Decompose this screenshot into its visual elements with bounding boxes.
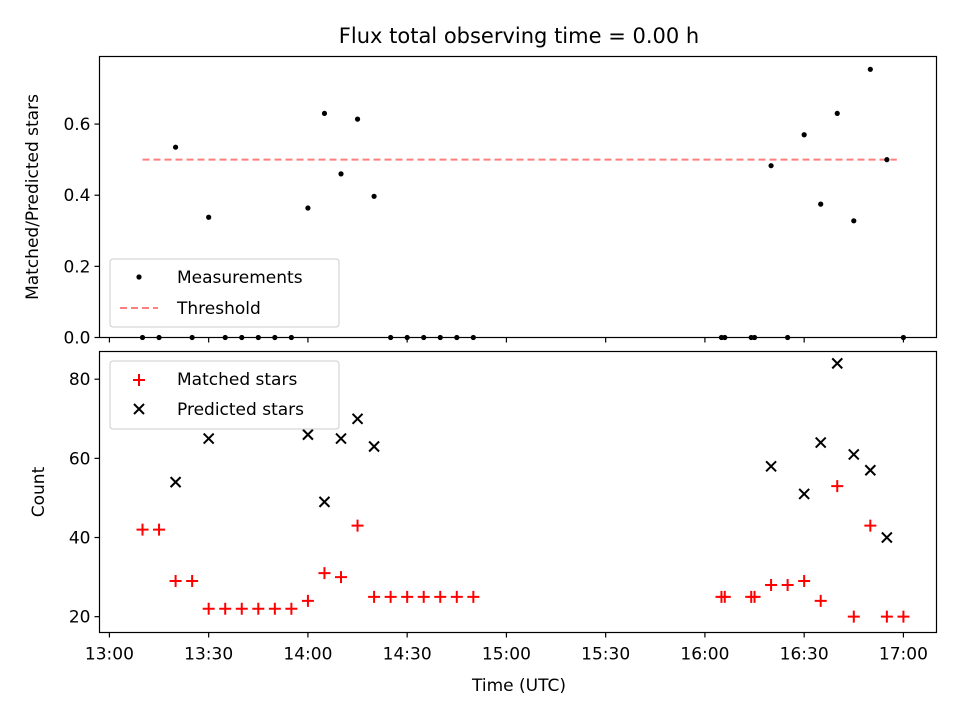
top-y-tick-label: 0.2 <box>63 257 90 277</box>
matched-star-point <box>335 571 348 584</box>
measurement-point <box>371 193 377 199</box>
bottom-panel: 13:00 13:30 14:00 14:30 15:00 15:30 16:00 16:30… <box>29 350 938 696</box>
predicted-star-point <box>798 488 810 500</box>
matched-star-point <box>285 602 298 615</box>
matched-star-point <box>268 602 281 615</box>
matched-star-point <box>219 602 232 615</box>
x-tick-label: 16:00 <box>680 645 729 665</box>
top-panel: 0.0 0.2 0.4 0.6 Matched/Predicted stars <box>23 55 938 349</box>
top-plot-frame <box>98 55 938 339</box>
matched-star-point <box>814 594 827 607</box>
predicted-star-point <box>848 448 860 461</box>
top-legend-box <box>109 258 340 328</box>
predicted-star-point <box>881 531 893 544</box>
matched-star-point <box>864 519 877 532</box>
matched-star-point <box>765 579 778 592</box>
legend-threshold-label: Threshold <box>176 299 261 319</box>
matched-star-point <box>417 590 430 603</box>
measurement-point <box>801 132 807 138</box>
measurement-point <box>206 214 212 220</box>
measurement-point <box>851 218 857 224</box>
legend-measurements-marker <box>136 274 142 280</box>
predicted-star-point <box>169 476 182 488</box>
matched-star-point <box>351 519 364 532</box>
predicted-star-point <box>864 464 877 476</box>
predicted-star-point <box>202 432 215 445</box>
matched-star-point <box>798 575 811 588</box>
predicted-star-point <box>368 440 380 453</box>
measurement-point <box>354 116 361 122</box>
matched-star-point <box>169 575 182 588</box>
matched-star-point <box>748 590 761 603</box>
legend-measurements-label: Measurements <box>177 268 303 288</box>
matched-star-point <box>847 610 860 623</box>
predicted-star-point <box>765 460 777 472</box>
bottom-y-tick-label: 40 <box>69 529 91 549</box>
bottom-legend: Matched stars Predicted stars <box>109 360 340 430</box>
matched-star-point <box>401 590 414 603</box>
matched-star-point <box>718 590 731 603</box>
measurement-point <box>338 171 344 177</box>
matched-star-point <box>153 523 166 536</box>
matched-star-point <box>186 575 199 588</box>
predicted-star-point <box>335 432 347 445</box>
predicted-star-point <box>302 428 314 441</box>
bottom-y-tick-label: 80 <box>69 370 91 390</box>
chart-title: Flux total observing time = 0.00 h <box>339 24 699 48</box>
measurement-point <box>768 163 774 169</box>
matched-star-point <box>235 602 248 615</box>
x-tick-label: 13:00 <box>85 645 134 665</box>
bottom-y-tick-label: 20 <box>69 608 91 628</box>
x-axis-label: Time (UTC) <box>471 676 566 696</box>
top-y-tick-label: 0.6 <box>63 115 90 135</box>
legend-predicted-label: Predicted stars <box>177 400 304 420</box>
measurement-point <box>834 110 840 117</box>
measurement-point <box>884 157 890 163</box>
legend-predicted-marker <box>133 403 145 415</box>
matched-star-point <box>318 567 331 580</box>
matched-star-point <box>831 480 844 493</box>
measurement-point <box>321 110 328 117</box>
x-tick-label: 15:30 <box>581 645 630 665</box>
legend-matched-label: Matched stars <box>177 370 297 390</box>
legend-matched-marker <box>133 374 145 386</box>
matched-star-point <box>450 590 463 603</box>
measurement-point <box>818 201 824 207</box>
matched-star-point <box>781 579 794 592</box>
matched-star-point <box>434 590 447 603</box>
measurement-point <box>305 205 311 211</box>
bottom-y-tick-label: 60 <box>69 449 91 469</box>
matched-star-point <box>368 590 381 603</box>
measurement-point <box>172 144 179 150</box>
top-y-tick-label: 0.0 <box>63 329 90 349</box>
measurement-point <box>867 66 873 72</box>
predicted-star-point <box>318 496 331 508</box>
matched-star-point <box>136 523 149 536</box>
x-tick-label: 15:00 <box>482 645 531 665</box>
matched-star-point <box>880 610 893 623</box>
bottom-y-axis-label: Count <box>29 466 49 517</box>
top-legend: Measurements Threshold <box>109 258 340 328</box>
matched-star-point <box>301 594 314 607</box>
matched-star-point <box>897 610 910 623</box>
predicted-star-point <box>831 357 843 370</box>
matched-star-point <box>384 590 397 603</box>
x-tick-label: 14:30 <box>383 645 432 665</box>
matched-star-point <box>467 590 480 603</box>
x-tick-label: 16:30 <box>780 645 829 665</box>
bottom-legend-box <box>109 360 340 430</box>
predicted-star-point <box>351 413 364 425</box>
matched-star-point <box>202 602 215 615</box>
x-tick-label: 17:00 <box>879 645 928 665</box>
x-tick-label: 13:30 <box>184 645 233 665</box>
matched-star-point <box>252 602 265 615</box>
predicted-star-point <box>815 436 827 449</box>
x-tick-label: 14:00 <box>283 645 332 665</box>
top-y-tick-label: 0.4 <box>63 186 90 206</box>
bottom-plot-frame <box>98 350 938 634</box>
top-y-axis-label: Matched/Predicted stars <box>23 94 43 300</box>
